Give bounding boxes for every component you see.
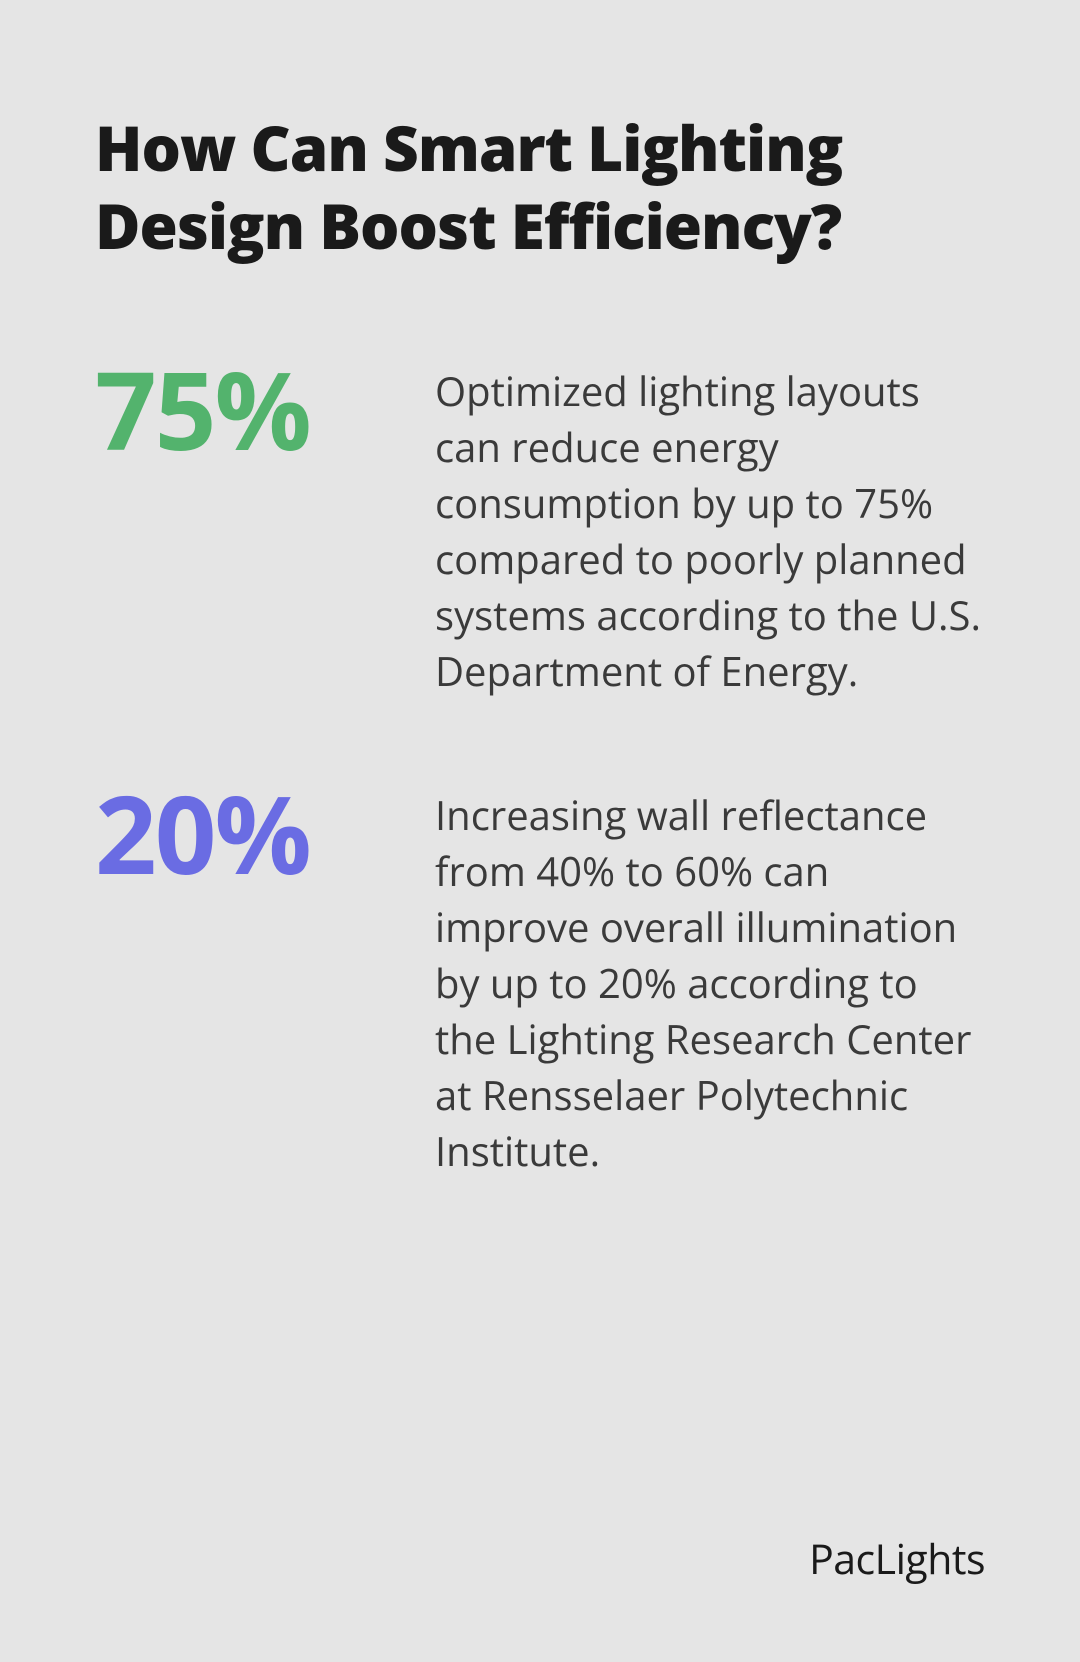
brand-logo: PacLights	[809, 1531, 985, 1587]
stat-row-2: 20% Increasing wall reflectance from 40%…	[95, 779, 985, 1179]
stat-number-1: 75%	[95, 355, 435, 463]
stat-text-1: Optimized lighting layouts can reduce en…	[435, 355, 985, 699]
stat-row-1: 75% Optimized lighting layouts can reduc…	[95, 355, 985, 699]
stat-text-2: Increasing wall reflectance from 40% to …	[435, 779, 985, 1179]
stat-number-2: 20%	[95, 779, 435, 887]
page-title: How Can Smart Lighting Design Boost Effi…	[95, 110, 985, 265]
